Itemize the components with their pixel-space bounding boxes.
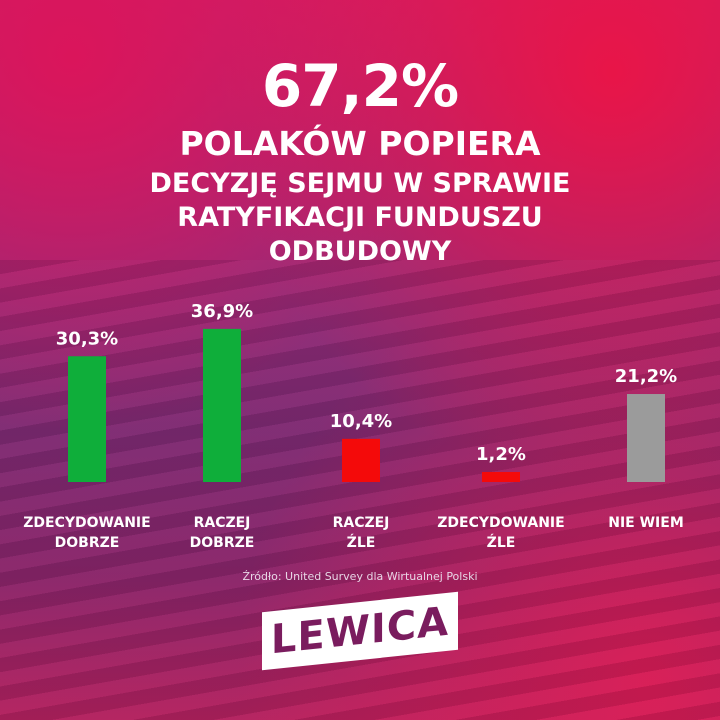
source-note: Źródło: United Survey dla Wirtualnej Pol… (242, 570, 478, 583)
category-label: ŹLE (347, 533, 376, 551)
category-label: ZDECYDOWANIE (23, 515, 150, 531)
category-label: NIE WIEM (608, 515, 684, 531)
value-label: 36,9% (191, 301, 253, 322)
value-label: 30,3% (56, 328, 118, 349)
value-label: 10,4% (330, 411, 392, 432)
category-label: RACZEJ (333, 515, 390, 531)
bar (627, 394, 665, 482)
category-label: RACZEJ (194, 515, 251, 531)
bar (68, 356, 106, 482)
category-label: ZDECYDOWANIE (437, 515, 564, 531)
bar (342, 438, 380, 482)
value-label: 1,2% (476, 444, 526, 465)
value-label: 21,2% (615, 366, 677, 387)
category-label: ŹLE (487, 533, 516, 551)
category-label: DOBRZE (190, 535, 255, 551)
headline-line-4: ODBUDOWY (268, 236, 452, 267)
category-label: DOBRZE (55, 535, 120, 551)
headline-line-2: DECYZJĘ SEJMU W SPRAWIE (149, 168, 571, 199)
headline-percent: 67,2% (261, 52, 459, 120)
headline-line-3: RATYFIKACJI FUNDUSZU (177, 202, 543, 233)
bar (482, 472, 520, 482)
headline-line-1: POLAKÓW POPIERA (179, 124, 541, 163)
bar (203, 328, 241, 482)
